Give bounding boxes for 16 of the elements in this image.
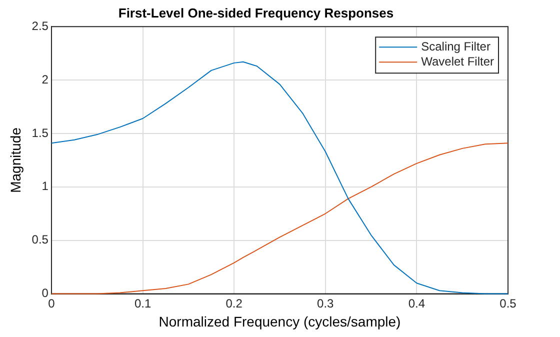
legend-label: Scaling Filter xyxy=(421,39,490,54)
y-tick-label: 1 xyxy=(42,179,49,194)
y-tick-label: 1.5 xyxy=(32,126,49,140)
x-tick-label: 0.1 xyxy=(134,296,152,310)
x-tick-label: 0.5 xyxy=(500,296,517,310)
y-tick-label: 2.5 xyxy=(32,18,49,33)
x-tick-label: 0.2 xyxy=(226,296,243,310)
chart-title: First-Level One-sided Frequency Responses xyxy=(118,5,394,20)
y-axis-title: Magnitude xyxy=(7,127,24,193)
x-tick-label: 0.4 xyxy=(408,296,426,310)
legend-label: Wavelet Filter xyxy=(421,54,494,68)
y-tick-label: 0 xyxy=(42,286,49,300)
y-tick-label: 0.5 xyxy=(32,232,49,247)
x-axis-title: Normalized Frequency (cycles/sample) xyxy=(158,313,401,330)
x-tick-label: 0.3 xyxy=(317,296,334,310)
y-tick-label: 2 xyxy=(42,72,49,86)
